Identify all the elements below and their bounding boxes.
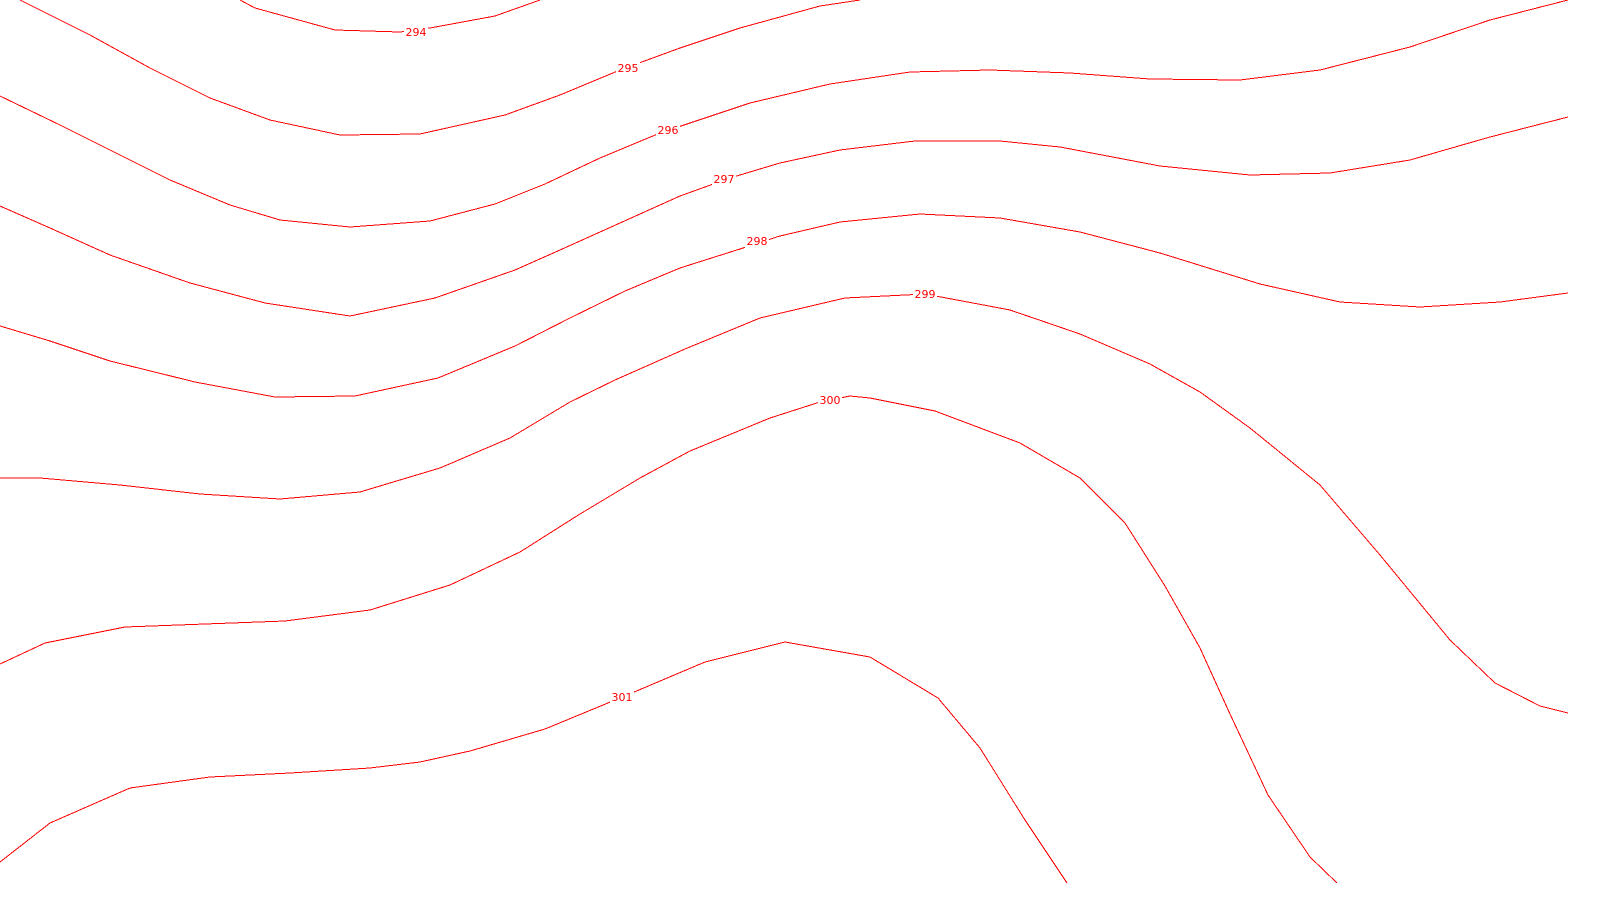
- contour-label-background-301: [610, 690, 634, 704]
- contour-line-295: [19, 0, 861, 136]
- contour-label-background-300: [818, 393, 842, 407]
- contour-label-296: 296: [658, 124, 679, 137]
- contour-label-301: 301: [612, 691, 633, 704]
- contour-line-294: [239, 0, 541, 33]
- contour-label-299: 299: [915, 288, 936, 301]
- contour-label-298: 298: [747, 235, 768, 248]
- contour-label-294: 294: [406, 26, 427, 39]
- contour-label-297: 297: [714, 173, 735, 186]
- contour-line-298: [0, 213, 1569, 398]
- contour-label-background-294: [404, 25, 428, 39]
- contour-line-299: [0, 293, 1569, 714]
- contour-label-300: 300: [820, 394, 841, 407]
- contour-labels: 294 295 296 297 298 299 300 301: [404, 25, 937, 704]
- contour-label-295: 295: [618, 62, 639, 75]
- contour-line-301: [0, 641, 1068, 884]
- contour-label-background-298: [745, 234, 769, 248]
- contour-label-background-299: [913, 287, 937, 301]
- contour-label-background-297: [712, 172, 736, 186]
- contour-label-background-295: [616, 61, 640, 75]
- contour-label-background-296: [656, 123, 680, 137]
